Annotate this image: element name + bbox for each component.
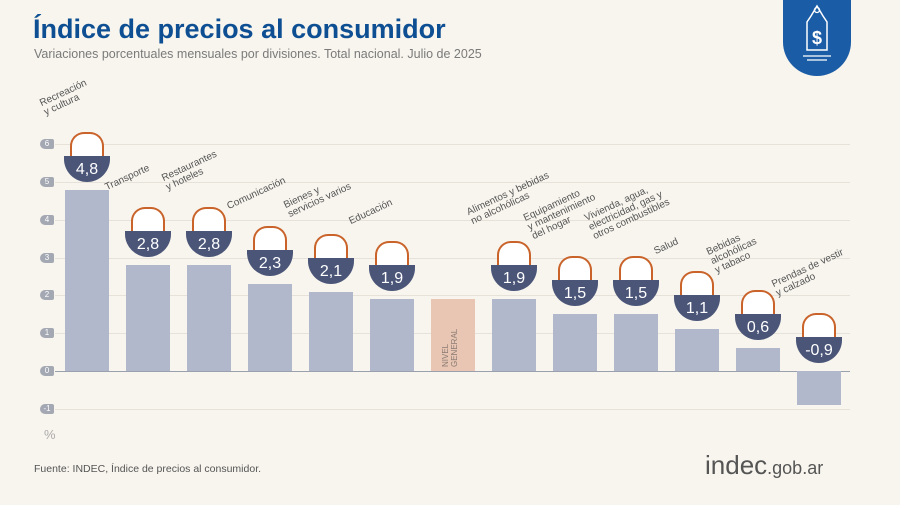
value-badge: 2,1 xyxy=(308,257,354,284)
y-tick-label: -1 xyxy=(40,403,54,414)
value-badge: 1,1 xyxy=(674,295,720,322)
category-label: Recreación y cultura xyxy=(38,77,89,118)
nivel-general-label: NIVEL GENERAL xyxy=(441,328,459,367)
logo-graphic: $ xyxy=(803,4,831,61)
y-tick-label: 3 xyxy=(40,252,54,263)
bar xyxy=(126,265,170,371)
washing-machine-icon xyxy=(558,256,592,281)
category-label: Prendas de vestir y calzado xyxy=(770,247,846,299)
value-badge: 2,8 xyxy=(125,231,171,258)
gridline xyxy=(55,182,850,183)
brand-main: indec xyxy=(705,450,768,480)
chart-subtitle: Variaciones porcentuales mensuales por d… xyxy=(34,47,482,61)
bar xyxy=(736,348,780,371)
bar xyxy=(187,265,231,371)
bottle-icon xyxy=(741,290,775,315)
bar xyxy=(309,291,353,371)
bar xyxy=(614,314,658,371)
phone-icon xyxy=(253,226,287,251)
bar xyxy=(370,299,414,371)
gridline xyxy=(55,371,850,372)
comb-scissors-icon xyxy=(314,233,348,258)
value-badge: -0,9 xyxy=(796,337,842,363)
bar xyxy=(797,371,841,406)
chicken-icon xyxy=(497,241,531,266)
tshirt-icon xyxy=(802,313,836,337)
category-label: Restaurantes y hoteles xyxy=(160,148,219,194)
y-tick-label: 1 xyxy=(40,328,54,339)
beach-umbrella-icon xyxy=(70,131,104,156)
y-tick-label: 6 xyxy=(40,139,54,150)
brand-suffix: .gob.ar xyxy=(767,458,824,478)
bar xyxy=(553,314,597,371)
y-unit-label: % xyxy=(44,427,56,442)
value-badge: 0,6 xyxy=(735,314,781,341)
y-tick-label: 0 xyxy=(40,366,54,376)
bar xyxy=(65,189,109,371)
bar xyxy=(492,299,536,371)
value-badge: 1,5 xyxy=(613,280,659,307)
category-label: Bienes y servicios varios xyxy=(282,180,353,220)
category-label: Vivienda, agua, electricidad, gas y otro… xyxy=(582,185,672,243)
gridline xyxy=(55,295,850,297)
bar xyxy=(675,329,719,371)
value-badge: 2,8 xyxy=(186,231,232,258)
indec-brand-logo: indec.gob.ar xyxy=(705,450,823,481)
category-label: Salud xyxy=(652,236,681,258)
value-badge: 1,9 xyxy=(491,265,537,292)
y-tick-label: 5 xyxy=(40,177,54,187)
price-tag-dollar-icon: $ xyxy=(783,0,851,76)
value-badge: 1,5 xyxy=(552,280,598,307)
category-label: Educación xyxy=(347,197,395,228)
gridline xyxy=(55,257,850,259)
value-badge: 1,9 xyxy=(369,265,415,292)
category-label: Transporte xyxy=(103,162,152,194)
category-label: Bebidas alcohólicas y tabaco xyxy=(704,232,759,277)
gridline xyxy=(55,219,850,221)
source-note: Fuente: INDEC, Índice de precios al cons… xyxy=(34,463,262,475)
car-icon xyxy=(131,207,165,232)
y-tick-label: 2 xyxy=(40,290,54,301)
bar xyxy=(431,299,475,371)
y-tick-label: 4 xyxy=(40,214,54,225)
bar xyxy=(248,284,292,371)
plate-cutlery-icon xyxy=(192,207,226,232)
value-badge: 4,8 xyxy=(64,155,110,182)
chart-title: Índice de precios al consumidor xyxy=(33,14,446,44)
gridline xyxy=(55,144,850,146)
svg-text:$: $ xyxy=(812,28,822,48)
lightbulb-icon xyxy=(619,256,653,281)
value-badge: 2,3 xyxy=(247,250,293,277)
first-aid-icon xyxy=(680,271,714,296)
gridline xyxy=(55,408,850,410)
books-icon xyxy=(375,241,409,266)
